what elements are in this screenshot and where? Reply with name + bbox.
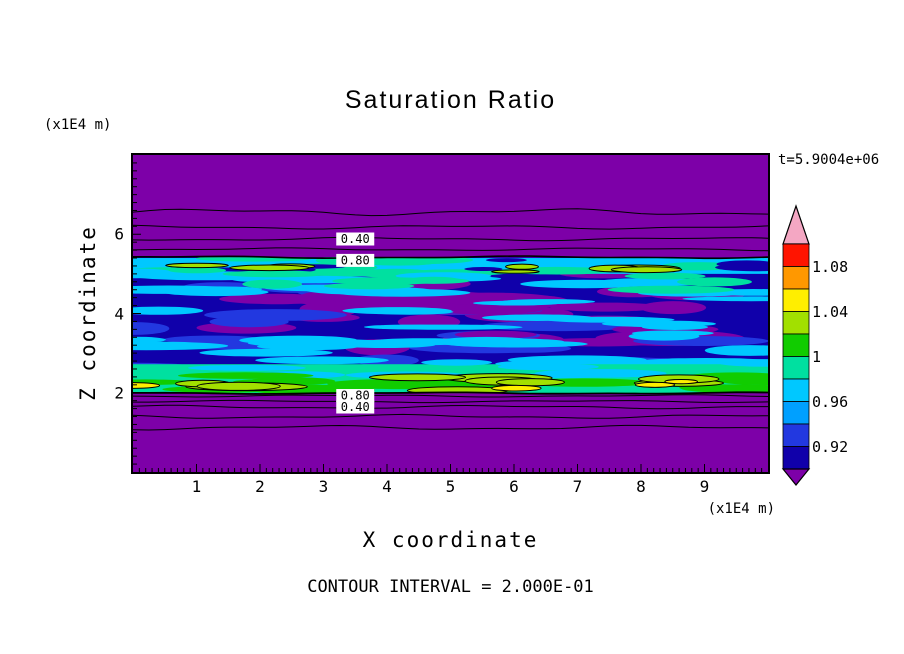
colorbar-tick-label: 1 [812,347,822,366]
x-tick-label: 5 [445,477,456,496]
colorbar-segment [782,356,810,380]
colorbar-segment [782,243,810,267]
saturation-field-canvas: 0.400.800.800.40 [133,155,768,472]
plot-title: Saturation Ratio [344,86,557,114]
svg-text:0.80: 0.80 [341,389,370,403]
colorbar-segment [782,378,810,402]
z-tick-label: 6 [114,224,124,244]
x-tick-label: 8 [636,477,646,496]
plot-area: 0.40 0.80 0.80 0.40 [131,153,770,474]
z-axis-unit-label: (x1E4 m) [44,117,112,133]
z-tick-label: 2 [114,383,124,403]
colorbar-segment [782,446,810,470]
colorbar-segment [782,266,810,290]
svg-text:0.40: 0.40 [341,232,370,246]
x-tick-label: 9 [699,477,710,496]
colorbar-tick-label: 1.08 [812,257,849,276]
contour-label: 0.40 [336,232,375,246]
contour-label: 0.80 [336,389,375,403]
colorbar-arrow-top [782,204,810,245]
x-tick-label: 7 [572,477,583,496]
svg-text:0.40: 0.40 [341,400,370,414]
colorbar-segment [782,288,810,312]
colorbar-segment [782,333,810,357]
colorbar-arrow-bottom [781,468,811,486]
colorbar-tick-label: 1.04 [812,302,849,321]
x-tick-label: 1 [191,477,202,496]
colorbar-tick-label: 0.92 [812,437,849,456]
x-axis-title: X coordinate [362,528,539,552]
x-tick-label: 3 [318,477,329,496]
colorbar-segment [782,311,810,335]
colorbar-segment [782,401,810,425]
contour-lines [133,208,768,431]
colorbar-segment [782,423,810,447]
contour-line-labels: 0.400.800.800.40 [336,232,375,414]
contour-label: 0.40 [336,400,375,414]
x-axis-unit-label: (x1E4 m) [707,501,775,517]
x-tick-label: 4 [382,477,392,496]
x-tick-label: 2 [255,477,265,496]
svg-text:0.80: 0.80 [341,253,370,267]
saturation-field [133,257,768,394]
timestamp-label: t=5.9004e+06 [778,152,880,168]
x-tick-label: 6 [509,477,519,496]
axis-ticks [133,162,763,472]
z-tick-label: 4 [114,304,124,323]
contour-interval-note: CONTOUR INTERVAL = 2.000E-01 [307,577,594,597]
colorbar-tick-label: 0.96 [812,392,849,411]
colorbar [781,204,811,486]
contour-label: 0.80 [336,253,375,267]
